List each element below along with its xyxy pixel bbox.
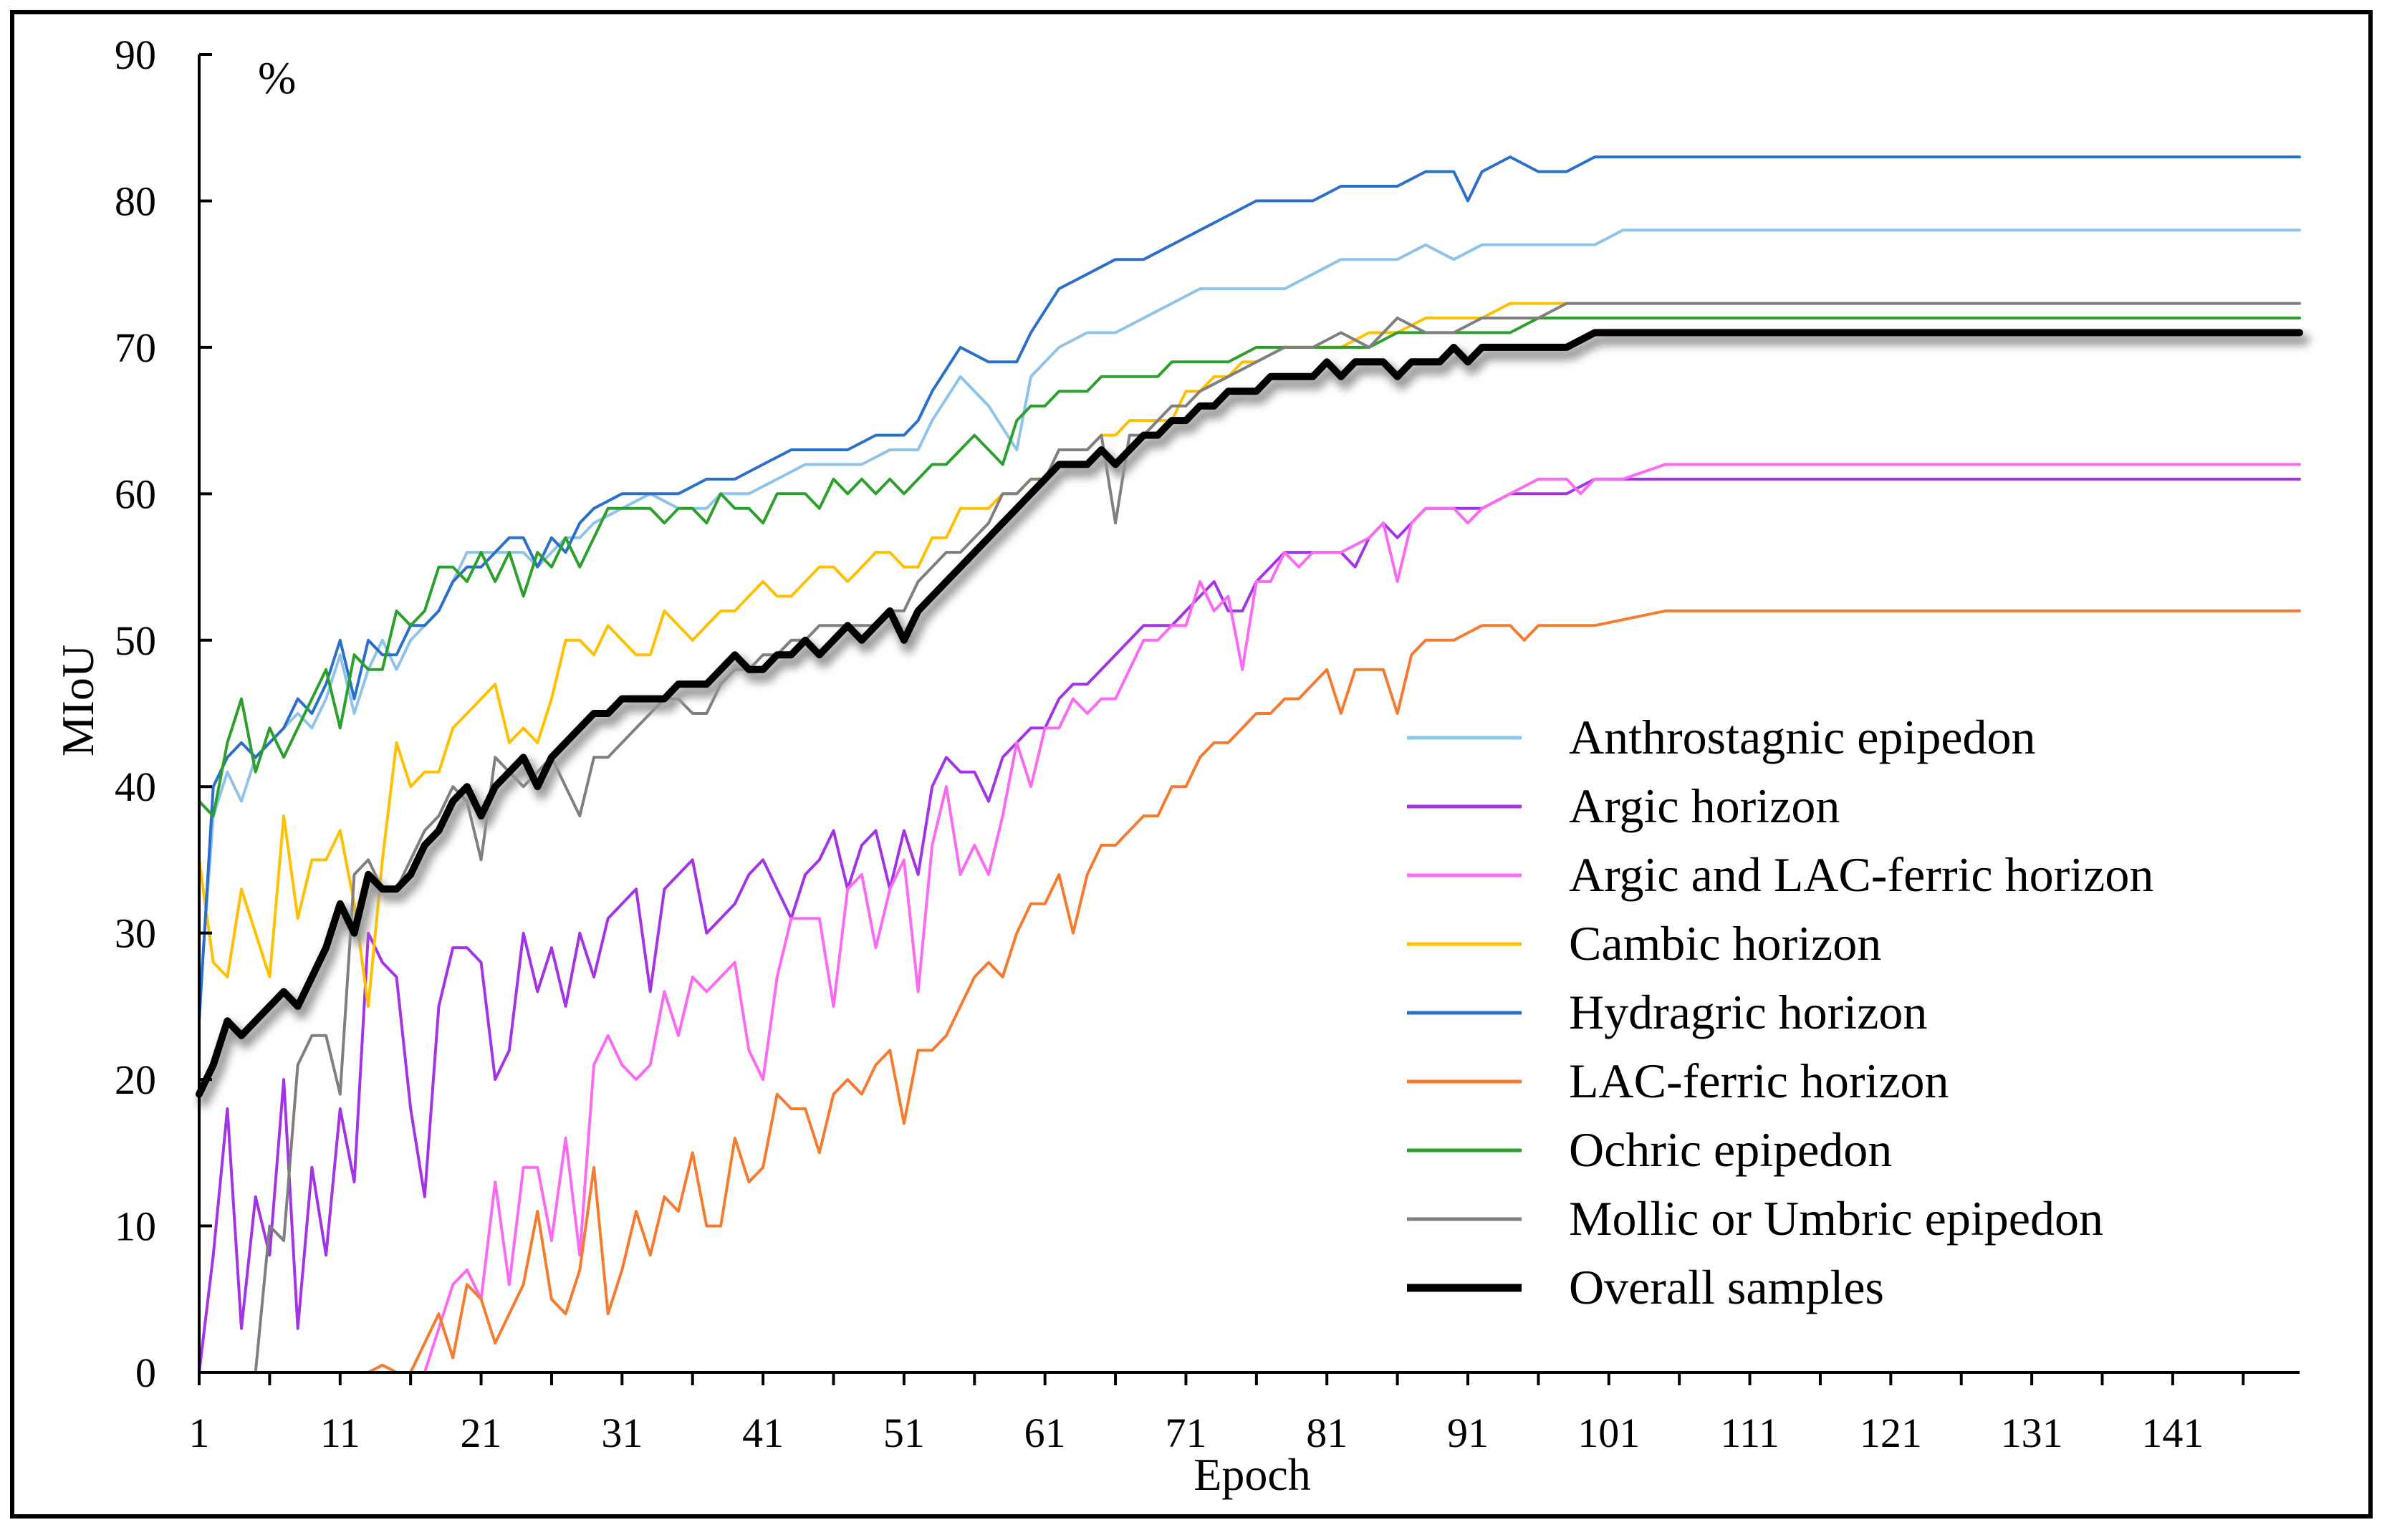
- x-tick-label: 131: [2001, 1410, 2063, 1456]
- x-tick-label: 71: [1165, 1410, 1206, 1456]
- series-line-4: [198, 155, 2301, 1023]
- legend-label: LAC-ferric horizon: [1569, 1054, 1949, 1108]
- x-tick-label: 31: [601, 1410, 643, 1456]
- y-axis-title: MIoU: [52, 645, 103, 756]
- axes-layer: [198, 54, 2300, 1374]
- series-line-8: [196, 329, 2303, 1098]
- x-tick-label: 121: [1860, 1410, 1922, 1456]
- x-tick-label: 21: [461, 1410, 502, 1456]
- legend-label: Anthrostagnic epipedon: [1569, 710, 2036, 764]
- series-line-2: [198, 463, 2301, 1374]
- chart-frame: 0 10 20 30 40 50 60 70 80 90 1 11 21 31 41 51 61 71 81 91 1…: [10, 10, 2373, 1519]
- series-line-0: [198, 228, 2301, 1008]
- y-tick-label: 60: [115, 471, 156, 517]
- y-ticks: 0 10 20 30 40 50 60 70 80 90: [115, 32, 212, 1396]
- y-tick-label: 10: [115, 1203, 156, 1250]
- x-tick-label: 91: [1447, 1410, 1489, 1456]
- x-tick-label: 11: [320, 1410, 360, 1456]
- legend-label: Cambic horizon: [1569, 916, 1881, 971]
- series-line-7: [198, 302, 2301, 1374]
- x-tick-label: 41: [742, 1410, 784, 1456]
- series-line-1: [198, 477, 2301, 1374]
- x-tick-label: 101: [1577, 1410, 1640, 1456]
- series-layer: [196, 155, 2310, 1374]
- x-ticks: 1 11 21 31 41 51 61 71 81 91 101 111 121 131 141: [189, 1372, 2245, 1456]
- x-tick-label: 1: [189, 1410, 210, 1456]
- y-tick-label: 20: [115, 1057, 156, 1103]
- legend: Anthrostagnic epipedon Argic horizon Argic…: [1407, 710, 2153, 1314]
- y-tick-label: 40: [115, 764, 156, 810]
- x-axis-title: Epoch: [1193, 1449, 1311, 1500]
- legend-label: Argic and LAC-ferric horizon: [1569, 847, 2153, 902]
- legend-label: Argic horizon: [1569, 779, 1840, 833]
- y-tick-label: 50: [115, 617, 156, 664]
- y-tick-label: 80: [115, 178, 156, 224]
- y-tick-label: 0: [135, 1349, 156, 1396]
- series-line-5: [198, 609, 2301, 1374]
- x-tick-label: 51: [883, 1410, 925, 1456]
- series-line-shadow: [198, 334, 2310, 1107]
- legend-label: Ochric epipedon: [1569, 1122, 1892, 1177]
- x-tick-label: 61: [1024, 1410, 1066, 1456]
- legend-label: Overall samples: [1569, 1260, 1884, 1314]
- x-tick-label: 111: [1720, 1410, 1779, 1456]
- y-tick-label: 70: [115, 324, 156, 371]
- x-tick-label: 141: [2141, 1410, 2204, 1456]
- legend-label: Mollic or Umbric epipedon: [1569, 1191, 2103, 1246]
- unit-label: %: [258, 52, 296, 103]
- legend-label: Hydragric horizon: [1569, 985, 1927, 1039]
- x-tick-label: 81: [1306, 1410, 1348, 1456]
- y-tick-label: 30: [115, 910, 156, 957]
- y-tick-label: 90: [115, 32, 156, 78]
